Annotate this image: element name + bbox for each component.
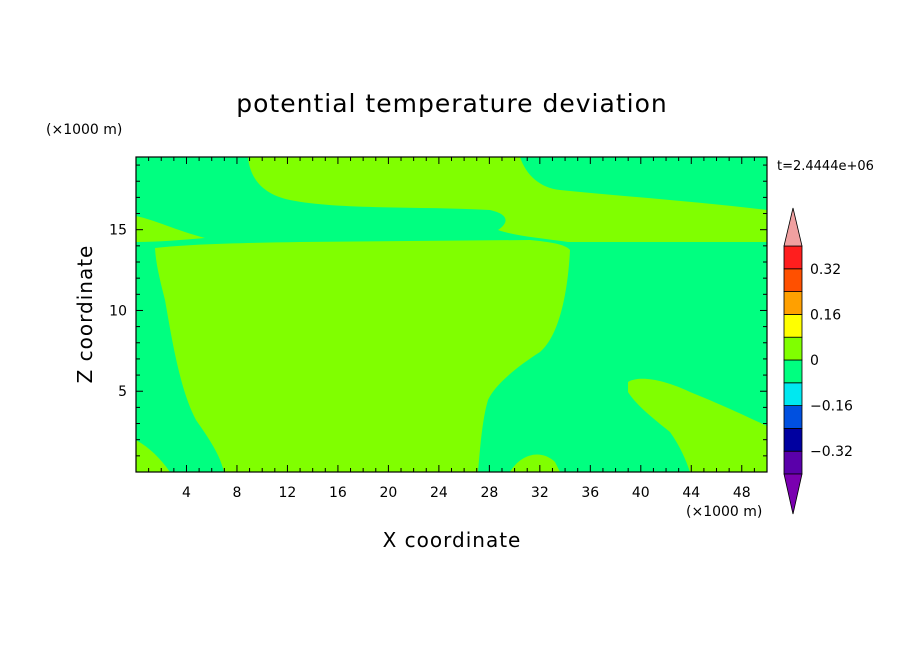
colorbar-band <box>783 405 803 429</box>
colorbar-band <box>783 382 803 406</box>
time-label: t=2.4444e+06 <box>777 159 874 174</box>
colorbar-band <box>783 245 803 270</box>
x-tick-label: 32 <box>531 485 549 501</box>
contour-region-bottom-bump-2 <box>720 460 742 472</box>
colorbar-band <box>783 427 803 452</box>
contour-region-lower-right <box>628 378 767 472</box>
y-tick-label: 5 <box>118 384 127 400</box>
x-tick-label: 48 <box>733 485 751 501</box>
colorbar-band <box>783 313 803 338</box>
x-tick-label: 20 <box>379 485 397 501</box>
colorbar-band <box>783 450 803 475</box>
colorbar-band <box>783 291 803 315</box>
y-axis: 5 10 15 <box>109 164 767 457</box>
plot-area <box>135 156 768 473</box>
colorbar-tick-label: 0.32 <box>810 262 841 278</box>
contour-region-central <box>155 240 570 472</box>
colorbar-tick-label: −0.16 <box>810 399 853 415</box>
colorbar-over-arrow <box>783 207 803 247</box>
y-tick-label: 15 <box>109 223 127 239</box>
contour-region-left-tongue <box>136 216 205 242</box>
contour-region-bottom-bump-1 <box>510 454 560 472</box>
x-unit-label: (×1000 m) <box>686 504 762 520</box>
y-axis-label: Z coordinate <box>73 245 97 384</box>
x-tick-label: 44 <box>682 485 700 501</box>
colorbar: 0.32 0.16 0 −0.16 −0.32 <box>783 207 853 515</box>
colorbar-band <box>783 268 803 292</box>
x-tick-label: 12 <box>279 485 297 501</box>
x-tick-label: 16 <box>329 485 347 501</box>
colorbar-tick-label: −0.32 <box>810 444 853 460</box>
colorbar-tick-label: 0.16 <box>810 307 841 323</box>
colorbar-tick-label: 0 <box>810 353 819 369</box>
x-tick-label: 24 <box>430 485 448 501</box>
contour-region-upper-left <box>248 157 767 242</box>
colorbar-band <box>783 359 803 384</box>
x-tick-label: 8 <box>232 485 241 501</box>
x-tick-label: 36 <box>581 485 599 501</box>
x-tick-label: 40 <box>632 485 650 501</box>
x-tick-label: 4 <box>182 485 191 501</box>
x-axis: 4 8 12 16 20 24 28 32 36 40 44 48 <box>148 157 755 501</box>
y-tick-label: 10 <box>109 303 127 319</box>
chart-title: potential temperature deviation <box>236 89 667 118</box>
colorbar-band <box>783 336 803 361</box>
colorbar-under-arrow <box>783 473 803 515</box>
x-axis-label: X coordinate <box>383 528 522 552</box>
contour-region-lower-left <box>136 440 170 472</box>
x-tick-label: 28 <box>480 485 498 501</box>
y-unit-label: (×1000 m) <box>46 122 122 138</box>
